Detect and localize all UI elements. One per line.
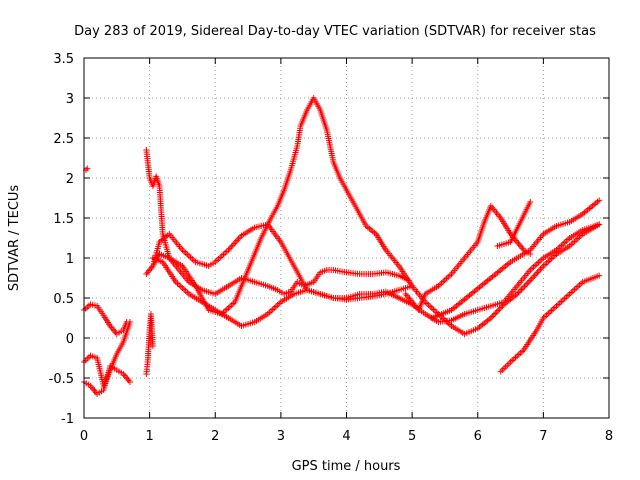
series-arc-f: [143, 95, 603, 337]
data-point: [524, 280, 531, 287]
series-arc-l: [497, 272, 603, 375]
data-point: [519, 284, 526, 291]
y-tick-label: -0.5: [49, 372, 74, 387]
y-tick-label: 2.5: [53, 132, 74, 147]
x-axis-label: GPS time / hours: [292, 459, 401, 474]
data-point: [84, 165, 91, 172]
y-tick-label: 1.5: [53, 212, 74, 227]
data-point: [409, 283, 416, 289]
y-tick-label: 0: [66, 332, 74, 347]
data-point: [493, 308, 500, 315]
x-tick-label: 8: [605, 429, 613, 444]
data-point: [517, 287, 524, 294]
data-point: [490, 311, 497, 318]
series-arc-k: [494, 199, 534, 249]
data-point: [498, 304, 505, 311]
series-arc-h: [149, 255, 416, 329]
x-tick-label: 7: [539, 429, 547, 444]
series-arc-c: [81, 363, 133, 397]
data-marks: [81, 95, 603, 397]
y-tick-label: 2: [66, 172, 74, 187]
x-tick-label: 6: [474, 429, 482, 444]
y-tick-label: 0.5: [53, 292, 74, 307]
data-point: [492, 310, 499, 317]
x-tick-label: 5: [408, 429, 416, 444]
data-point: [126, 379, 133, 385]
y-axis-label: SDTVAR / TECUs: [7, 185, 22, 292]
axis-ticks: 0 1 2 3 4 5 6 7 8 -1 -0.5 0 0.5 1 1.5 2 2.5 3 3.5: [49, 52, 614, 444]
data-point: [126, 319, 133, 325]
y-tick-label: 3.5: [53, 52, 74, 67]
y-tick-label: -1: [61, 412, 74, 427]
series-arc-j: [402, 203, 534, 313]
x-tick-label: 0: [80, 429, 88, 444]
data-point: [527, 199, 534, 205]
data-point: [596, 272, 603, 279]
series-arc-i: [143, 311, 156, 377]
y-tick-label: 3: [66, 92, 74, 107]
series-arc-m: [428, 197, 603, 321]
x-tick-label: 3: [277, 429, 285, 444]
x-tick-label: 4: [342, 429, 350, 444]
y-tick-label: 1: [66, 252, 74, 267]
data-point: [525, 278, 532, 285]
data-point: [149, 343, 156, 349]
data-point: [518, 286, 525, 293]
data-point: [596, 221, 603, 228]
data-point: [521, 283, 528, 290]
data-point: [489, 313, 496, 320]
series-arc-e: [143, 147, 412, 297]
series-arc-a: [81, 301, 130, 337]
data-point: [515, 289, 522, 296]
x-tick-label: 1: [145, 429, 153, 444]
chart-title: Day 283 of 2019, Sidereal Day-to-day VTE…: [74, 24, 596, 39]
data-point: [495, 307, 502, 314]
x-tick-label: 2: [211, 429, 219, 444]
data-point: [596, 197, 603, 204]
data-point: [522, 281, 529, 288]
